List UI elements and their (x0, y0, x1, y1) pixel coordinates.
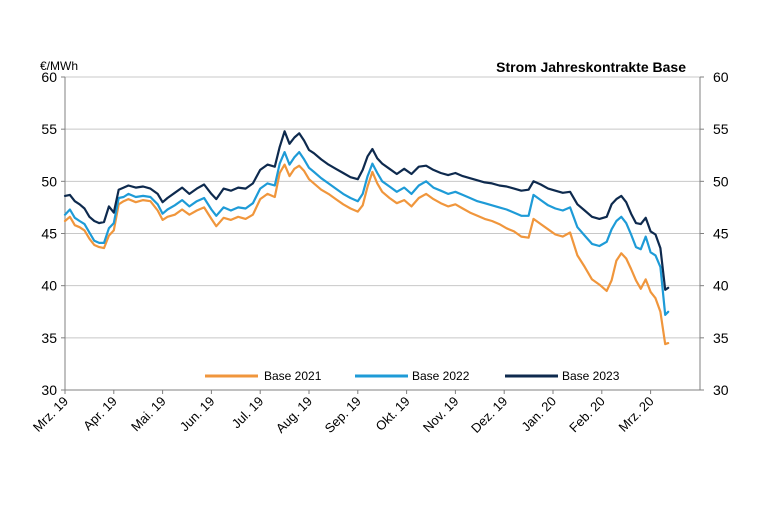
x-tick-okt-19: Okt. 19 (372, 394, 412, 434)
legend-label-base-2022: Base 2022 (412, 369, 470, 383)
y-tick-right-35: 35 (713, 330, 729, 346)
y-tick-labels: 30 30 35 35 40 40 45 45 50 50 55 55 60 60 (41, 69, 728, 398)
y-axis-unit-label: €/MWh (40, 59, 78, 73)
gridlines (65, 76, 700, 339)
y-tick-right-55: 55 (713, 121, 729, 137)
y-tick-left-30: 30 (41, 382, 57, 398)
x-tick-feb-20: Feb. 20 (566, 394, 608, 436)
y-tick-left-35: 35 (41, 330, 57, 346)
series-lines (63, 130, 670, 346)
y-tick-right-40: 40 (713, 278, 729, 294)
x-tick-mrz-20: Mrz. 20 (615, 394, 656, 435)
y-tick-right-45: 45 (713, 226, 729, 242)
x-tick-mai-19: Mai. 19 (128, 394, 169, 435)
legend: Base 2021 Base 2022 Base 2023 (205, 369, 620, 383)
y-tick-left-45: 45 (41, 226, 57, 242)
y-tick-left-60: 60 (41, 69, 57, 85)
y-tick-right-50: 50 (713, 173, 729, 189)
legend-label-base-2021: Base 2021 (264, 369, 322, 383)
x-tick-apr-19: Apr. 19 (80, 394, 120, 434)
x-tick-dez-19: Dez. 19 (468, 394, 510, 436)
y-tick-left-40: 40 (41, 278, 57, 294)
y-tick-left-50: 50 (41, 173, 57, 189)
x-tick-mrz-19: Mrz. 19 (30, 394, 71, 435)
series-line-base-2023 (63, 130, 670, 291)
x-tick-jun-19: Jun. 19 (177, 394, 218, 435)
y-tick-right-60: 60 (713, 69, 729, 85)
legend-label-base-2023: Base 2023 (562, 369, 620, 383)
y-tick-left-55: 55 (41, 121, 57, 137)
x-tick-aug-19: Aug. 19 (273, 394, 315, 436)
x-tick-jan-20: Jan. 20 (518, 394, 559, 435)
x-tick-labels: Mrz. 19 Apr. 19 Mai. 19 Jun. 19 Jul. 19 Aug. … (30, 390, 657, 436)
x-tick-jul-19: Jul. 19 (229, 394, 267, 432)
x-tick-sep-19: Sep. 19 (322, 394, 364, 436)
x-tick-nov-19: Nov. 19 (420, 394, 462, 436)
y-tick-right-30: 30 (713, 382, 729, 398)
series-line-base-2021 (63, 163, 670, 346)
chart-title: Strom Jahreskontrakte Base (496, 59, 686, 75)
series-line-base-2022 (63, 151, 670, 316)
